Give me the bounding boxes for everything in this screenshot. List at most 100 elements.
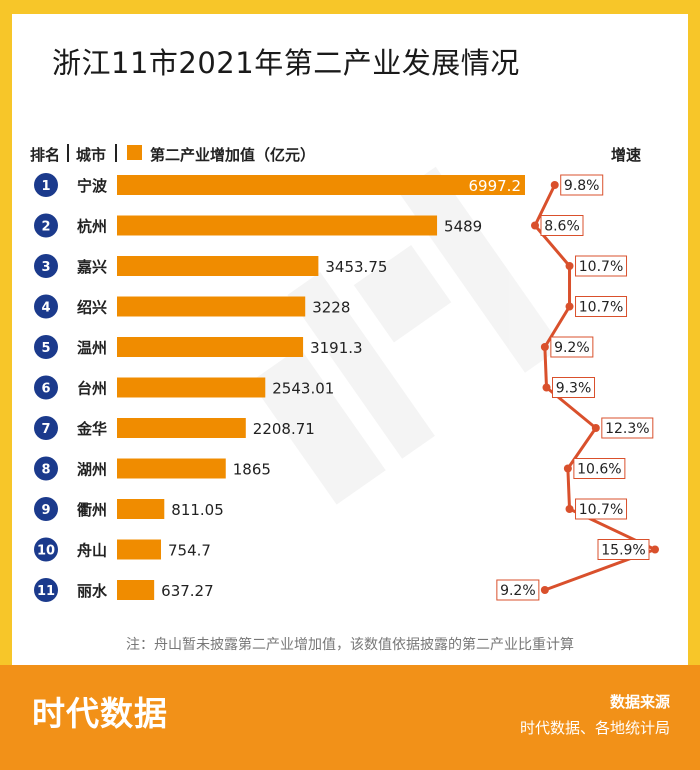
bar — [117, 580, 155, 600]
growth-label: 10.7% — [579, 259, 623, 275]
growth-label-box — [575, 498, 628, 520]
city-label: 衢州 — [77, 501, 107, 519]
growth-label: 9.8% — [564, 178, 600, 194]
city-header: 城市 — [76, 146, 107, 164]
bar-value-label: 2543.01 — [272, 380, 334, 398]
city-label: 杭州 — [77, 218, 107, 236]
rank-badge — [34, 213, 58, 238]
rank-badge — [34, 537, 58, 562]
growth-label: 10.7% — [579, 502, 623, 518]
growth-point — [565, 262, 574, 270]
rank-badge — [34, 497, 58, 521]
bar — [117, 418, 246, 438]
rank-badge — [34, 375, 58, 400]
city-label: 金华 — [76, 420, 107, 438]
bar — [117, 377, 266, 398]
rank-badge — [34, 294, 58, 319]
frame-top — [0, 0, 700, 14]
legend-label: 第二产业增加值（亿元） — [150, 146, 316, 164]
bar-value-label: 3453.75 — [325, 258, 387, 276]
rank-badge — [34, 173, 58, 197]
growth-point — [565, 302, 574, 311]
page-title: 浙江11市2021年第二产业发展情况 — [52, 46, 520, 80]
brand-logo: 时代数据 — [32, 694, 168, 733]
growth-label-box — [560, 174, 604, 196]
growth-label: 10.6% — [577, 462, 621, 478]
growth-label-box — [573, 458, 626, 479]
source-text: 时代数据、各地统计局 — [519, 719, 670, 737]
rank-badge — [34, 254, 58, 278]
bar — [117, 215, 438, 236]
bar — [117, 499, 165, 519]
rank-number: 7 — [41, 422, 50, 437]
growth-label: 8.6% — [544, 219, 580, 235]
bar-value-label: 637.27 — [161, 582, 214, 600]
bar-value-label: 1865 — [233, 461, 271, 479]
growth-point — [542, 383, 551, 392]
rank-number: 8 — [41, 463, 50, 478]
frame-right — [688, 0, 700, 665]
growth-point — [591, 424, 600, 432]
growth-label-box — [597, 539, 650, 560]
city-label: 绍兴 — [77, 299, 107, 317]
growth-label: 15.9% — [601, 543, 645, 559]
footnote: 注：舟山暂未披露第二产业增加值，该数值依据披露的第二产业比重计算 — [126, 637, 574, 653]
rank-number: 9 — [41, 503, 50, 518]
rank-badge — [34, 578, 58, 602]
growth-label-box — [601, 417, 654, 439]
city-label: 温州 — [77, 339, 107, 357]
growth-point — [550, 181, 559, 189]
rank-number: 2 — [41, 220, 50, 235]
growth-label-box — [540, 215, 584, 236]
bar-value-label: 811.05 — [171, 501, 224, 519]
city-label: 湖州 — [77, 461, 107, 479]
bar — [117, 337, 304, 357]
growth-label: 9.2% — [554, 340, 590, 356]
bar — [117, 296, 306, 317]
rank-number: 11 — [37, 584, 55, 599]
bar — [117, 458, 226, 479]
growth-label-box — [552, 377, 596, 398]
source-title: 数据来源 — [609, 693, 670, 711]
bar-value-label: 6997.2 — [469, 177, 522, 195]
rank-badge — [34, 416, 58, 440]
growth-label-box — [575, 296, 628, 317]
city-label: 舟山 — [77, 542, 107, 560]
growth-point — [540, 343, 549, 351]
bar-value-label: 3191.3 — [310, 339, 363, 357]
bar-value-label: 2208.71 — [253, 420, 315, 438]
growth-point — [540, 586, 549, 594]
growth-label: 9.3% — [556, 381, 592, 397]
rank-number: 4 — [41, 301, 50, 316]
bar-value-label: 5489 — [444, 218, 482, 236]
rank-header: 排名 — [30, 146, 61, 164]
growth-label: 9.2% — [500, 583, 536, 599]
growth-point — [563, 464, 572, 473]
rank-number: 5 — [41, 341, 50, 356]
growth-label-box — [496, 579, 540, 601]
bar — [117, 539, 162, 560]
frame-left — [0, 0, 12, 665]
growth-label-box — [575, 255, 628, 277]
header-separator — [67, 144, 69, 162]
header-separator — [115, 144, 117, 162]
footer: 时代数据 数据来源 时代数据、各地统计局 — [0, 665, 700, 770]
rank-number: 1 — [41, 179, 50, 194]
growth-label: 10.7% — [579, 300, 623, 316]
rank-badge — [34, 456, 58, 481]
growth-point — [565, 505, 574, 513]
growth-point — [531, 221, 539, 230]
city-label: 丽水 — [77, 582, 108, 600]
growth-label: 12.3% — [605, 421, 649, 437]
bar — [117, 256, 319, 276]
legend-swatch — [127, 145, 142, 160]
rank-number: 10 — [37, 544, 55, 559]
city-label: 宁波 — [77, 177, 108, 195]
bar-value-label: 754.7 — [168, 542, 211, 560]
bar-value-label: 3228 — [312, 299, 350, 317]
city-label: 台州 — [77, 380, 107, 398]
rank-number: 3 — [41, 260, 50, 275]
city-label: 嘉兴 — [76, 258, 107, 276]
chart: 1 宁波 6997.2 2 杭州 5489 3 嘉兴 3453.75 4 绍兴 3228 5 温州 3191… — [34, 173, 659, 602]
rank-badge — [34, 335, 58, 359]
